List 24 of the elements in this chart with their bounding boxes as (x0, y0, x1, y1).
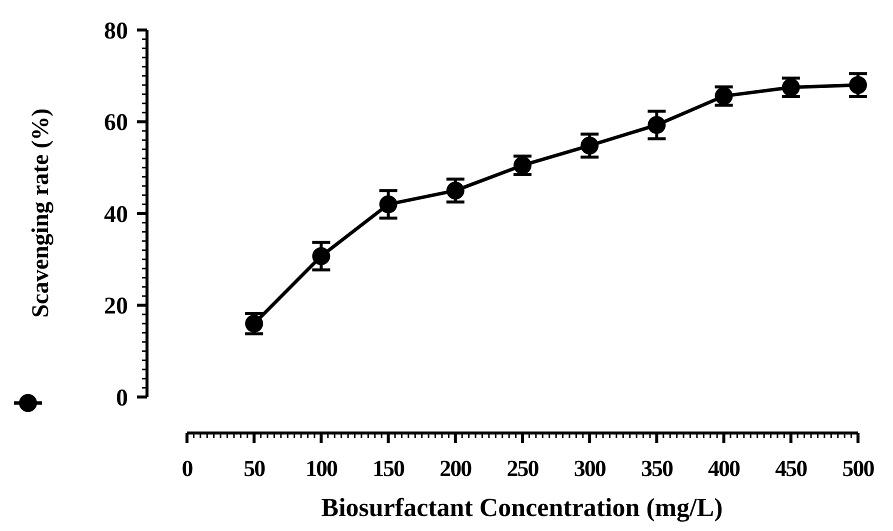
y-tick-label: 40 (104, 202, 128, 228)
x-tick-label: 500 (842, 456, 874, 481)
x-tick-label: 450 (775, 456, 808, 481)
point (849, 76, 867, 94)
x-tick-label: 300 (574, 456, 606, 481)
point (379, 195, 398, 214)
point (648, 116, 666, 134)
y-axis-title: Scavenging rate (%) (28, 108, 54, 318)
x-tick-label: 0 (182, 456, 193, 481)
x-tick-label: 400 (708, 456, 740, 481)
point (312, 247, 330, 266)
x-tick-label: 50 (244, 456, 266, 481)
point (446, 182, 464, 200)
x-tick-label: 100 (305, 456, 338, 481)
x-tick-label: 350 (640, 456, 673, 481)
y-tick-label: 0 (116, 385, 128, 412)
y-tick-label: 20 (104, 294, 128, 320)
x-tick-label: 150 (372, 456, 405, 481)
y-tick-label: 60 (104, 110, 128, 136)
y-tick-label: 80 (104, 18, 128, 44)
x-axis-title: Biosurfactant Concentration (mg/L) (321, 493, 723, 522)
x-tick-label: 250 (506, 456, 539, 481)
x-tick-label: 200 (440, 456, 472, 481)
point (580, 136, 599, 155)
